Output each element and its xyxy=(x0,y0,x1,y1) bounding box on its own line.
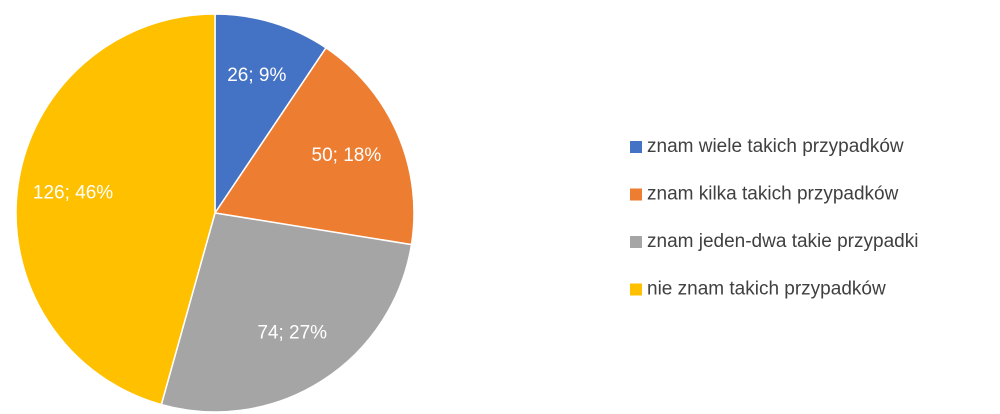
legend-label: nie znam takich przypadków xyxy=(647,279,886,300)
legend-label: znam wiele takich przypadków xyxy=(647,136,904,157)
legend-label: znam kilka takich przypadków xyxy=(647,184,899,205)
legend-swatch xyxy=(630,141,642,153)
data-label: 74; 27% xyxy=(257,323,327,344)
data-label: 50; 18% xyxy=(312,145,382,166)
legend-swatch xyxy=(630,283,642,296)
pie-slice xyxy=(15,13,216,406)
pie-slice xyxy=(214,13,328,216)
legend-swatch xyxy=(630,188,642,201)
legend-label: znam jeden-dwa takie przypadki xyxy=(647,231,918,252)
legend-swatch xyxy=(630,236,642,248)
pie-slice xyxy=(213,46,415,246)
data-label: 126; 46% xyxy=(33,183,113,204)
data-label: 26; 9% xyxy=(227,65,286,86)
pie-slice xyxy=(160,212,413,413)
